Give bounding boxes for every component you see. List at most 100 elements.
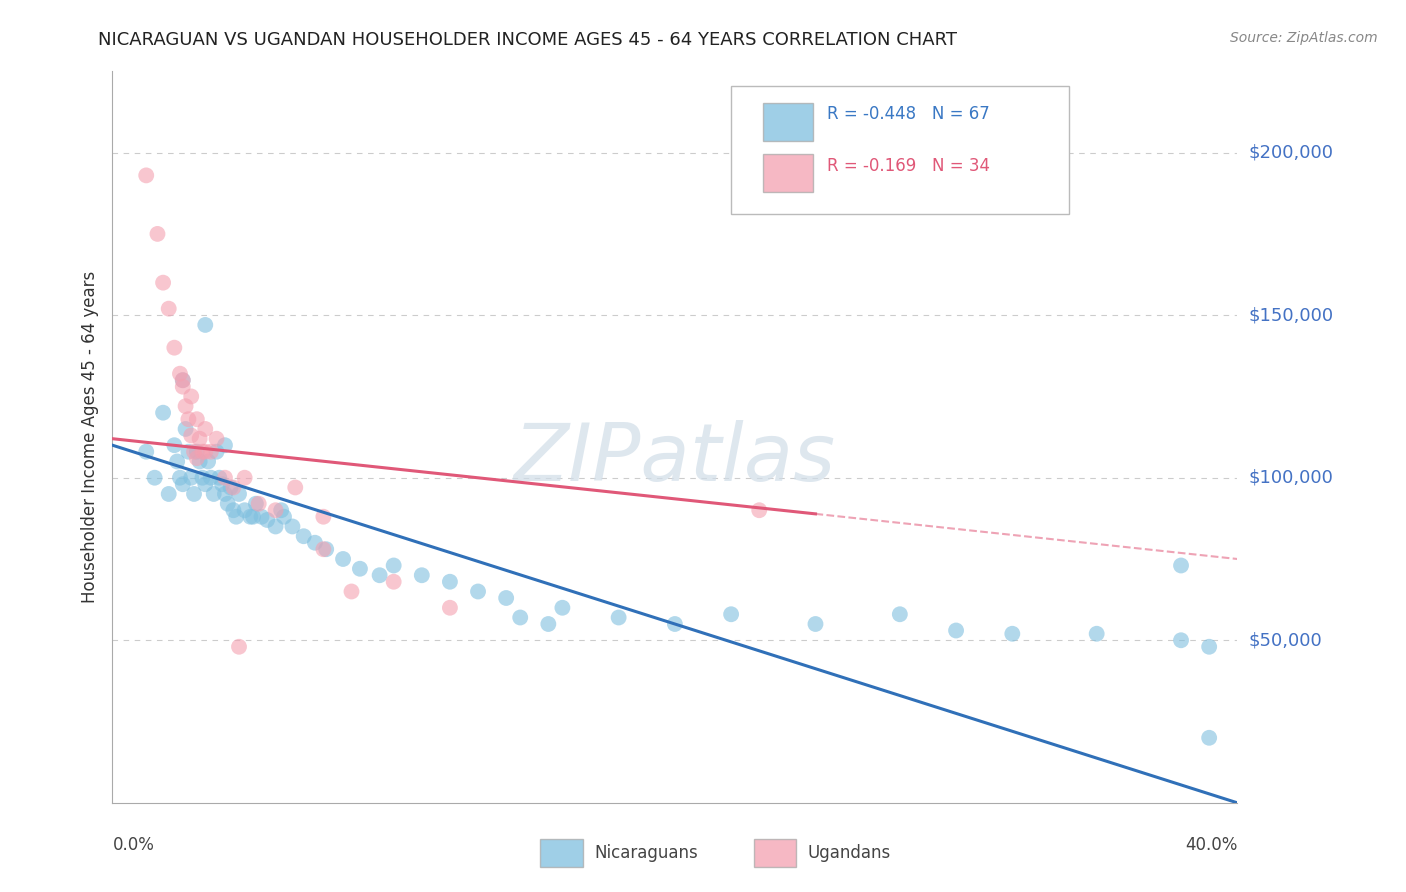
Point: [222, 480, 245, 494]
FancyBboxPatch shape: [540, 839, 582, 867]
Text: Source: ZipAtlas.com: Source: ZipAtlas.com: [1230, 31, 1378, 45]
Point: [664, 617, 686, 632]
Point: [202, 487, 225, 501]
Point: [233, 503, 256, 517]
Point: [146, 227, 169, 241]
Point: [174, 422, 197, 436]
Point: [200, 444, 222, 458]
Point: [194, 477, 217, 491]
FancyBboxPatch shape: [762, 103, 813, 141]
Text: R = -0.448   N = 67: R = -0.448 N = 67: [827, 104, 990, 123]
Point: [368, 568, 391, 582]
Point: [180, 428, 202, 442]
Point: [222, 503, 245, 517]
Point: [239, 509, 262, 524]
Point: [340, 584, 363, 599]
Point: [188, 454, 211, 468]
Text: Nicaraguans: Nicaraguans: [593, 844, 697, 862]
Point: [509, 610, 531, 624]
Point: [172, 373, 194, 387]
Point: [1085, 626, 1108, 640]
Point: [186, 412, 208, 426]
Point: [495, 591, 517, 605]
Point: [228, 487, 250, 501]
Point: [1170, 633, 1192, 648]
Point: [804, 617, 827, 632]
Point: [152, 276, 174, 290]
Point: [211, 477, 233, 491]
Point: [467, 584, 489, 599]
Y-axis label: Householder Income Ages 45 - 64 years: Householder Income Ages 45 - 64 years: [80, 271, 98, 603]
Point: [382, 574, 405, 589]
Point: [177, 412, 200, 426]
FancyBboxPatch shape: [762, 154, 813, 192]
Point: [200, 471, 222, 485]
FancyBboxPatch shape: [731, 86, 1069, 214]
Point: [214, 438, 236, 452]
Point: [194, 318, 217, 332]
Point: [135, 169, 157, 183]
Point: [439, 600, 461, 615]
Text: $100,000: $100,000: [1249, 468, 1333, 487]
Point: [191, 471, 214, 485]
Point: [270, 503, 292, 517]
Text: ZIPatlas: ZIPatlas: [513, 420, 837, 498]
Point: [208, 471, 231, 485]
Point: [169, 367, 191, 381]
Point: [180, 389, 202, 403]
Point: [250, 509, 273, 524]
Point: [332, 552, 354, 566]
Text: $50,000: $50,000: [1249, 632, 1322, 649]
Point: [188, 432, 211, 446]
Point: [205, 444, 228, 458]
Point: [157, 301, 180, 316]
Point: [1198, 640, 1220, 654]
Text: $150,000: $150,000: [1249, 306, 1333, 324]
Point: [152, 406, 174, 420]
Point: [219, 480, 242, 494]
Point: [169, 471, 191, 485]
Point: [174, 399, 197, 413]
Point: [177, 444, 200, 458]
Point: [292, 529, 315, 543]
Point: [183, 444, 205, 458]
Point: [1198, 731, 1220, 745]
Point: [284, 480, 307, 494]
Point: [163, 341, 186, 355]
Point: [304, 535, 326, 549]
Point: [245, 497, 267, 511]
Point: [312, 542, 335, 557]
Point: [166, 454, 188, 468]
Point: [537, 617, 560, 632]
Point: [214, 471, 236, 485]
Point: [157, 487, 180, 501]
FancyBboxPatch shape: [754, 839, 796, 867]
Point: [247, 497, 270, 511]
Point: [439, 574, 461, 589]
Text: R = -0.169   N = 34: R = -0.169 N = 34: [827, 158, 990, 176]
Point: [233, 471, 256, 485]
Point: [143, 471, 166, 485]
Point: [349, 562, 371, 576]
Text: Ugandans: Ugandans: [807, 844, 891, 862]
Point: [172, 373, 194, 387]
Text: $200,000: $200,000: [1249, 144, 1333, 161]
Point: [194, 444, 217, 458]
Point: [194, 422, 217, 436]
Point: [1170, 558, 1192, 573]
Point: [256, 513, 278, 527]
Point: [264, 503, 287, 517]
Text: 0.0%: 0.0%: [112, 836, 155, 854]
Point: [172, 477, 194, 491]
Text: NICARAGUAN VS UGANDAN HOUSEHOLDER INCOME AGES 45 - 64 YEARS CORRELATION CHART: NICARAGUAN VS UGANDAN HOUSEHOLDER INCOME…: [98, 31, 957, 49]
Point: [197, 454, 219, 468]
Point: [607, 610, 630, 624]
Point: [720, 607, 742, 622]
Point: [889, 607, 911, 622]
Point: [172, 380, 194, 394]
Point: [264, 519, 287, 533]
Point: [1001, 626, 1024, 640]
Point: [225, 509, 247, 524]
Point: [315, 542, 337, 557]
Point: [312, 509, 335, 524]
